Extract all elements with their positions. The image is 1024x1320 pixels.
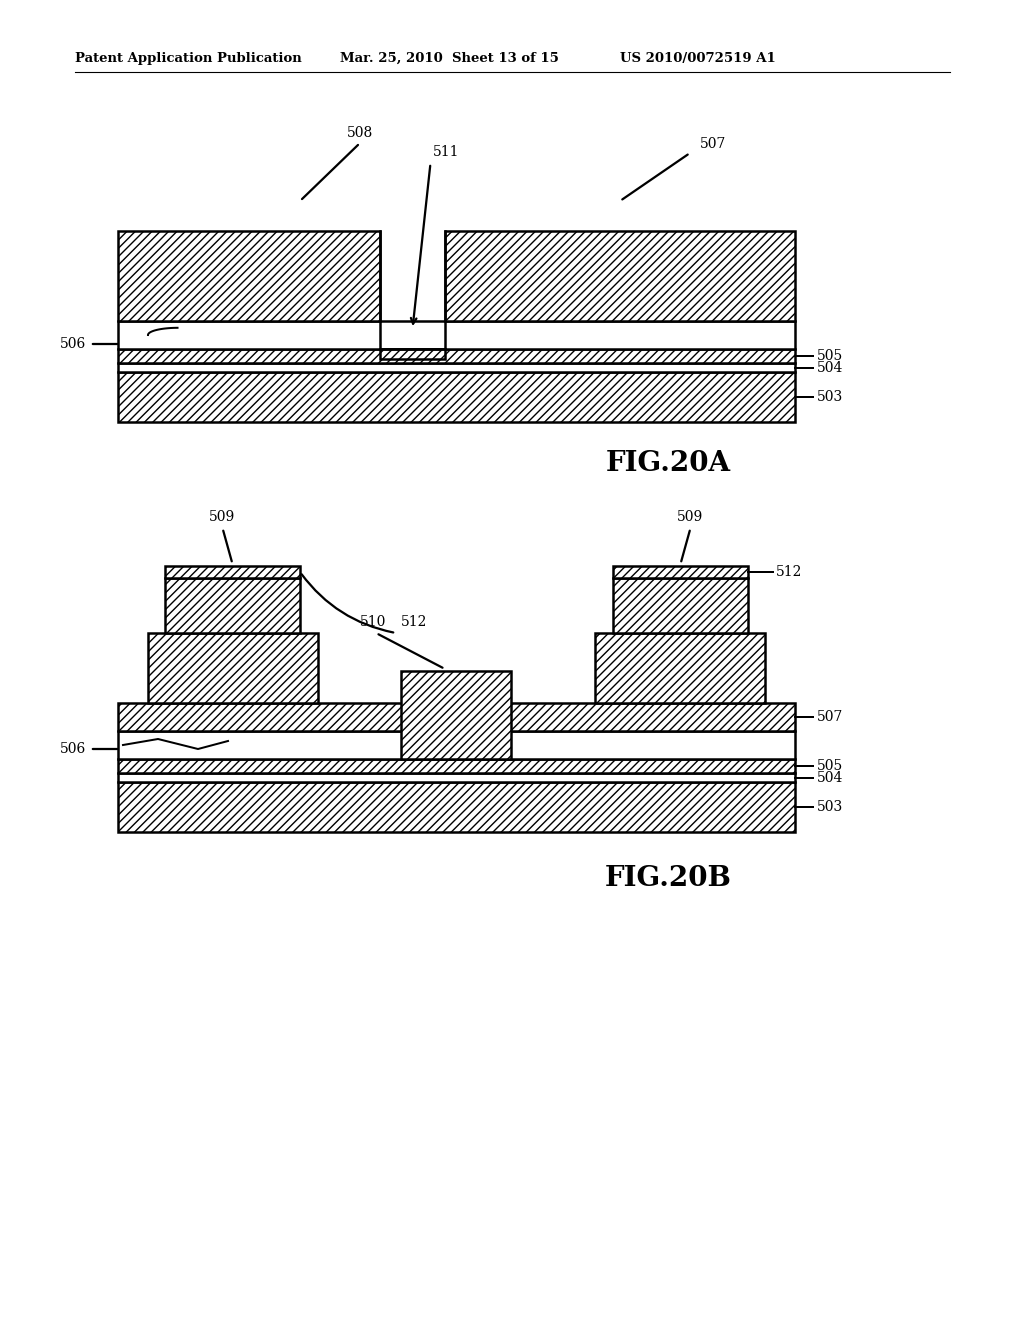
Bar — [613, 578, 748, 634]
Text: 504: 504 — [817, 360, 844, 375]
Text: 510: 510 — [359, 615, 386, 630]
Bar — [165, 566, 300, 578]
Text: 509: 509 — [677, 510, 703, 524]
Bar — [165, 578, 300, 634]
Bar — [118, 348, 795, 363]
Text: 508: 508 — [347, 125, 373, 140]
Bar — [118, 731, 795, 759]
Text: 507: 507 — [700, 137, 726, 150]
Text: 511: 511 — [432, 145, 459, 158]
Text: 506: 506 — [59, 742, 86, 756]
Text: 506: 506 — [59, 337, 86, 351]
Text: Patent Application Publication: Patent Application Publication — [75, 51, 302, 65]
Text: FIG.20A: FIG.20A — [605, 450, 730, 477]
Bar — [118, 372, 795, 422]
Bar — [118, 759, 795, 774]
Text: 505: 505 — [817, 759, 843, 774]
Bar — [118, 774, 795, 781]
Bar — [148, 634, 318, 704]
Text: 505: 505 — [817, 348, 843, 363]
Bar — [118, 704, 795, 731]
Bar — [613, 566, 748, 578]
Bar — [118, 781, 795, 832]
Text: US 2010/0072519 A1: US 2010/0072519 A1 — [620, 51, 776, 65]
Text: 503: 503 — [817, 389, 843, 404]
Text: Mar. 25, 2010  Sheet 13 of 15: Mar. 25, 2010 Sheet 13 of 15 — [340, 51, 559, 65]
Bar — [380, 348, 445, 359]
Text: 512: 512 — [401, 615, 427, 630]
Text: 512: 512 — [776, 565, 803, 579]
Bar — [118, 363, 795, 372]
Bar — [118, 231, 380, 321]
Text: FIG.20B: FIG.20B — [604, 865, 731, 892]
Text: 503: 503 — [817, 800, 843, 814]
Text: 509: 509 — [209, 510, 236, 524]
Text: 507: 507 — [817, 710, 844, 723]
Bar — [445, 231, 795, 321]
Bar — [595, 634, 765, 704]
Text: 504: 504 — [817, 771, 844, 784]
Bar — [401, 671, 511, 759]
Bar — [118, 321, 795, 348]
